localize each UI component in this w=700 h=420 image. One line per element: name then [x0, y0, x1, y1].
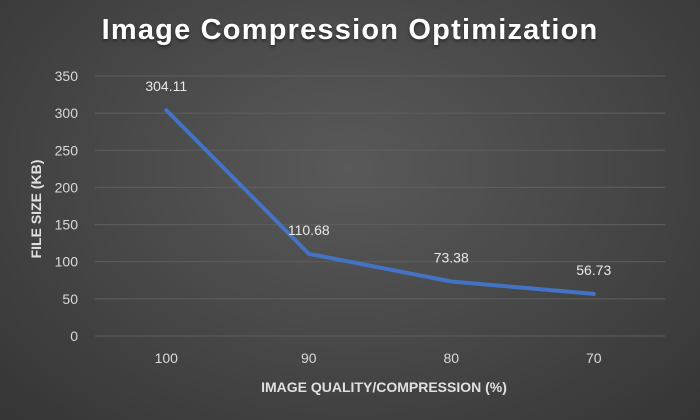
y-tick-label: 50 — [62, 291, 78, 307]
y-tick-label: 300 — [55, 105, 79, 121]
data-label: 110.68 — [288, 222, 330, 238]
chart-title: Image Compression Optimization — [101, 14, 599, 46]
y-axis-title: FILE SIZE (KB) — [28, 160, 44, 259]
x-tick-label: 70 — [586, 350, 602, 366]
y-tick-label: 250 — [55, 142, 79, 158]
data-label: 304.11 — [145, 78, 187, 94]
y-tick-label: 200 — [55, 179, 79, 195]
x-tick-label: 100 — [155, 350, 179, 366]
y-tick-label: 0 — [70, 328, 78, 344]
data-label: 56.73 — [576, 262, 611, 278]
y-tick-label: 150 — [55, 217, 79, 233]
data-label: 73.38 — [434, 249, 469, 265]
y-tick-label: 100 — [55, 254, 79, 270]
x-tick-label: 90 — [301, 350, 317, 366]
y-tick-label: 350 — [55, 68, 79, 84]
x-tick-label: 80 — [443, 350, 459, 366]
x-axis-title: IMAGE QUALITY/COMPRESSION (%) — [261, 379, 507, 395]
series-line — [164, 108, 596, 296]
